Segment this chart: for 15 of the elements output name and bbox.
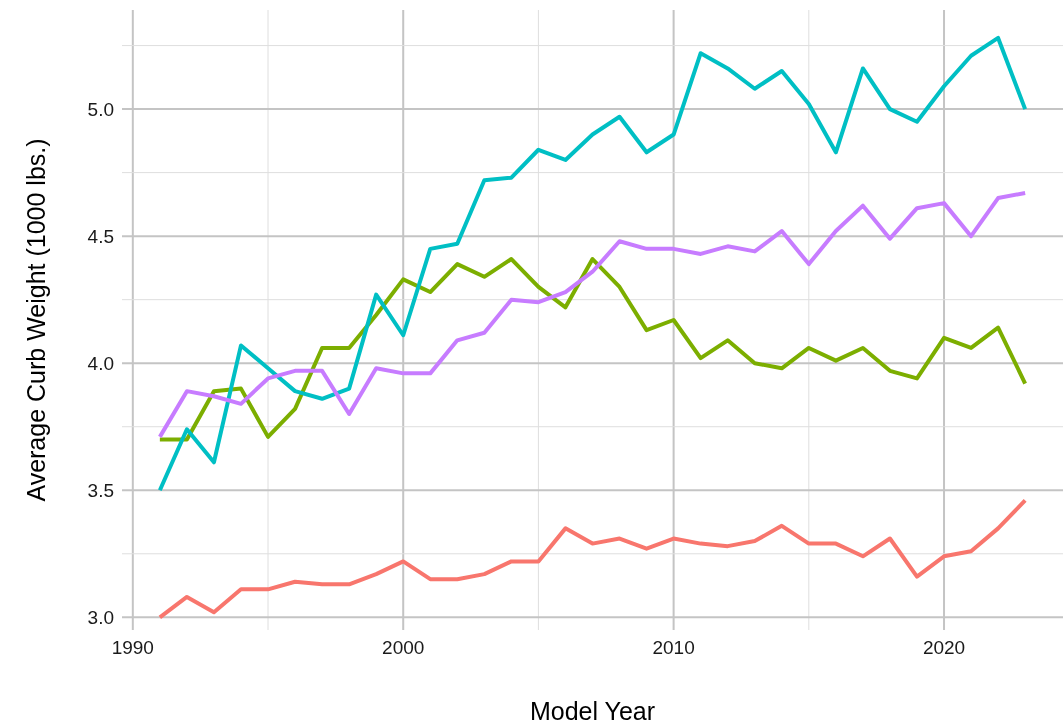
y-tick-label: 3.5 bbox=[87, 479, 114, 501]
x-tick-label: 2020 bbox=[922, 637, 966, 658]
x-axis-title: Model Year bbox=[529, 697, 656, 725]
x-tick-label: 1990 bbox=[111, 637, 154, 658]
y-tick-label: 5.0 bbox=[87, 98, 114, 120]
line-series bbox=[157, 190, 1028, 439]
y-tick-label: 4.0 bbox=[87, 352, 114, 374]
y-tick-label: 3.0 bbox=[87, 606, 114, 628]
y-tick-label: 4.5 bbox=[87, 225, 114, 247]
line-series bbox=[157, 257, 1028, 442]
x-tick-label: 2010 bbox=[652, 637, 695, 658]
line-series bbox=[157, 498, 1028, 620]
x-tick-label: 2000 bbox=[382, 637, 425, 658]
y-axis-title: Average Curb Weight (1000 lbs.) bbox=[22, 138, 50, 502]
line-series bbox=[157, 35, 1028, 493]
